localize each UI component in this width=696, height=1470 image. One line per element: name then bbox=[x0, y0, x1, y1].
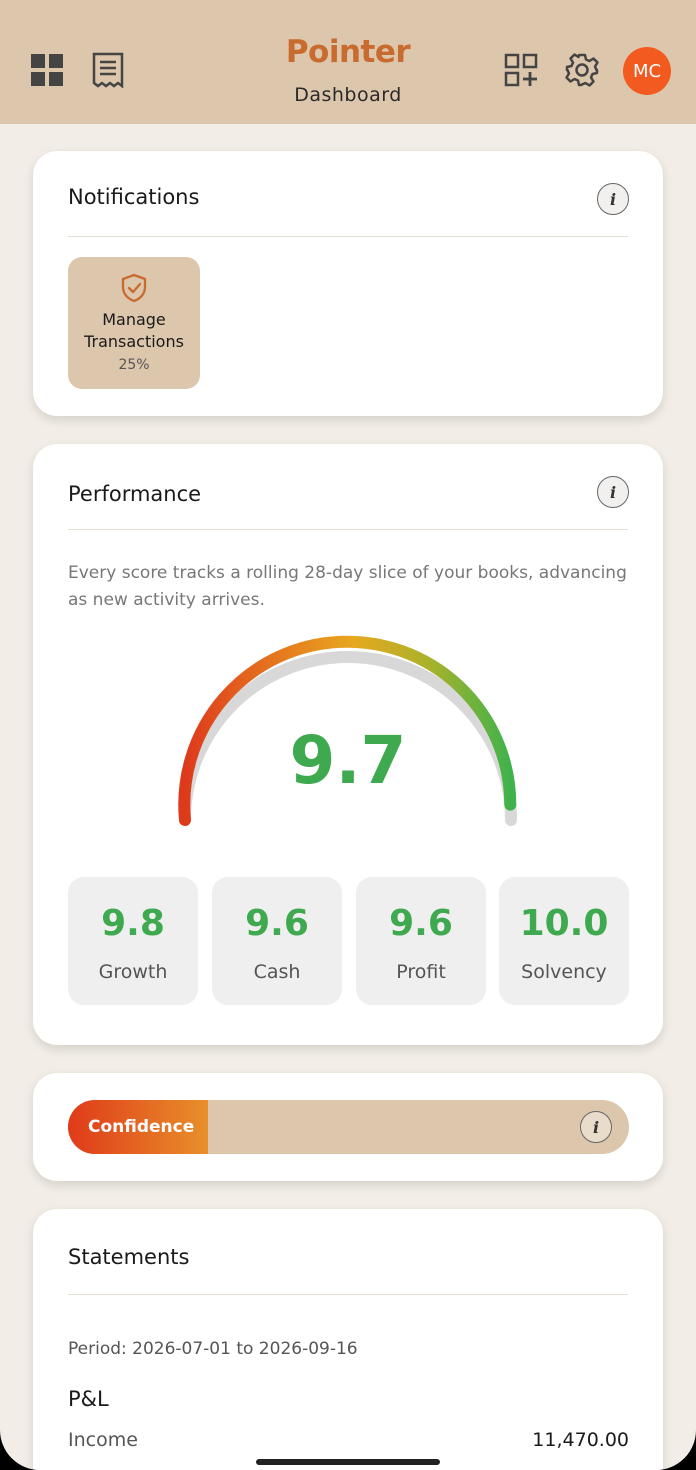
home-indicator[interactable] bbox=[256, 1459, 440, 1465]
metric-profit[interactable]: 9.6 Profit bbox=[356, 877, 486, 1005]
statement-period: Period: 2026-07-01 to 2026-09-16 bbox=[68, 1339, 358, 1359]
add-widget-icon[interactable] bbox=[501, 50, 541, 90]
gear-icon[interactable] bbox=[562, 50, 602, 90]
metric-growth[interactable]: 9.8 Growth bbox=[68, 877, 198, 1005]
confidence-bar[interactable]: Confidence i bbox=[68, 1100, 629, 1154]
metric-value: 9.6 bbox=[389, 903, 453, 944]
metric-label: Solvency bbox=[521, 961, 607, 983]
metric-value: 9.6 bbox=[245, 903, 309, 944]
confidence-card: Confidence i bbox=[33, 1073, 663, 1181]
avatar[interactable]: MC bbox=[623, 47, 671, 95]
tile-label-line2: Transactions bbox=[84, 332, 184, 351]
divider bbox=[68, 529, 628, 530]
metric-solvency[interactable]: 10.0 Solvency bbox=[499, 877, 629, 1005]
info-icon[interactable]: i bbox=[580, 1111, 612, 1143]
overall-score: 9.7 bbox=[289, 722, 407, 799]
performance-card: Performance i Every score tracks a rolli… bbox=[33, 444, 663, 1045]
notifications-title: Notifications bbox=[68, 185, 200, 209]
tile-label: Manage Transactions bbox=[68, 309, 200, 353]
divider bbox=[68, 236, 628, 237]
gauge-arc bbox=[178, 635, 517, 826]
shield-check-icon bbox=[121, 273, 147, 303]
grid-icon[interactable] bbox=[27, 50, 67, 90]
performance-description: Every score tracks a rolling 28-day slic… bbox=[68, 563, 627, 610]
income-value: 11,470.00 bbox=[532, 1429, 629, 1451]
metric-cash[interactable]: 9.6 Cash bbox=[212, 877, 342, 1005]
app-brand: Pointer bbox=[285, 34, 411, 70]
metric-label: Cash bbox=[253, 961, 301, 983]
manage-transactions-tile[interactable]: Manage Transactions 25% bbox=[68, 257, 200, 389]
notifications-card: Notifications i Manage Transactions 25% bbox=[33, 151, 663, 416]
app-header: Pointer Dashboard MC bbox=[0, 0, 696, 124]
statements-title: Statements bbox=[68, 1245, 190, 1269]
metric-value: 9.8 bbox=[101, 903, 165, 944]
metric-label: Growth bbox=[98, 961, 168, 983]
confidence-label: Confidence bbox=[88, 1117, 195, 1137]
pl-heading: P&L bbox=[68, 1387, 109, 1411]
info-icon[interactable]: i bbox=[597, 476, 629, 508]
tile-progress: 25% bbox=[118, 357, 150, 373]
statements-card: Statements Period: 2026-07-01 to 2026-09… bbox=[33, 1209, 663, 1470]
income-label: Income bbox=[68, 1429, 138, 1451]
metric-value: 10.0 bbox=[519, 903, 609, 944]
receipt-icon[interactable] bbox=[88, 50, 128, 90]
score-gauge bbox=[178, 635, 517, 826]
metric-label: Profit bbox=[396, 961, 446, 983]
performance-title: Performance bbox=[68, 482, 202, 506]
confidence-fill bbox=[68, 1100, 209, 1154]
tile-label-line1: Manage bbox=[102, 310, 166, 329]
divider bbox=[68, 1294, 628, 1295]
page-title: Dashboard bbox=[294, 84, 402, 106]
info-icon[interactable]: i bbox=[597, 183, 629, 215]
